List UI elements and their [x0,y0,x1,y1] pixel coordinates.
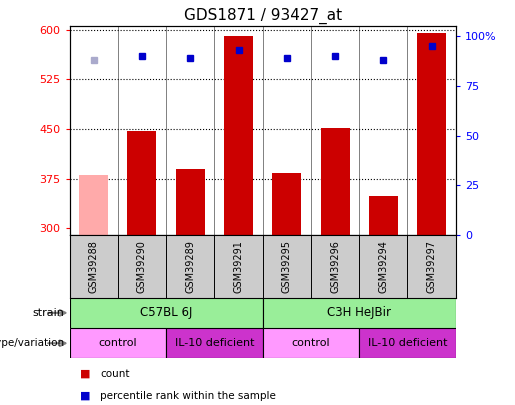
Bar [320,128,350,235]
Text: C57BL 6J: C57BL 6J [140,306,192,320]
Bar [128,131,157,235]
Text: GSM39291: GSM39291 [233,240,244,293]
Text: GSM39297: GSM39297 [426,240,437,293]
Text: GSM39295: GSM39295 [282,240,292,293]
Bar [70,328,166,358]
Text: GSM39289: GSM39289 [185,240,195,293]
Bar [272,173,301,235]
Text: percentile rank within the sample: percentile rank within the sample [100,391,277,401]
Bar [224,36,253,235]
Text: IL-10 deficient: IL-10 deficient [175,338,254,348]
Text: strain: strain [32,308,64,318]
Text: GSM39288: GSM39288 [89,240,99,293]
Text: IL-10 deficient: IL-10 deficient [368,338,447,348]
Text: GSM39294: GSM39294 [379,240,388,293]
Bar [70,298,263,328]
Text: count: count [100,369,130,379]
Bar [417,33,446,235]
Bar [79,175,108,235]
Text: control: control [291,338,330,348]
Bar [263,328,359,358]
Text: control: control [98,338,137,348]
Bar [176,169,205,235]
Bar [359,328,456,358]
Text: C3H HeJBir: C3H HeJBir [327,306,391,320]
Title: GDS1871 / 93427_at: GDS1871 / 93427_at [183,7,342,23]
Text: ■: ■ [80,391,90,401]
Text: GSM39296: GSM39296 [330,240,340,293]
Bar [166,328,263,358]
Text: ■: ■ [80,369,90,379]
Text: genotype/variation: genotype/variation [0,338,64,348]
Bar [369,196,398,235]
Text: GSM39290: GSM39290 [137,240,147,293]
Bar [263,298,456,328]
